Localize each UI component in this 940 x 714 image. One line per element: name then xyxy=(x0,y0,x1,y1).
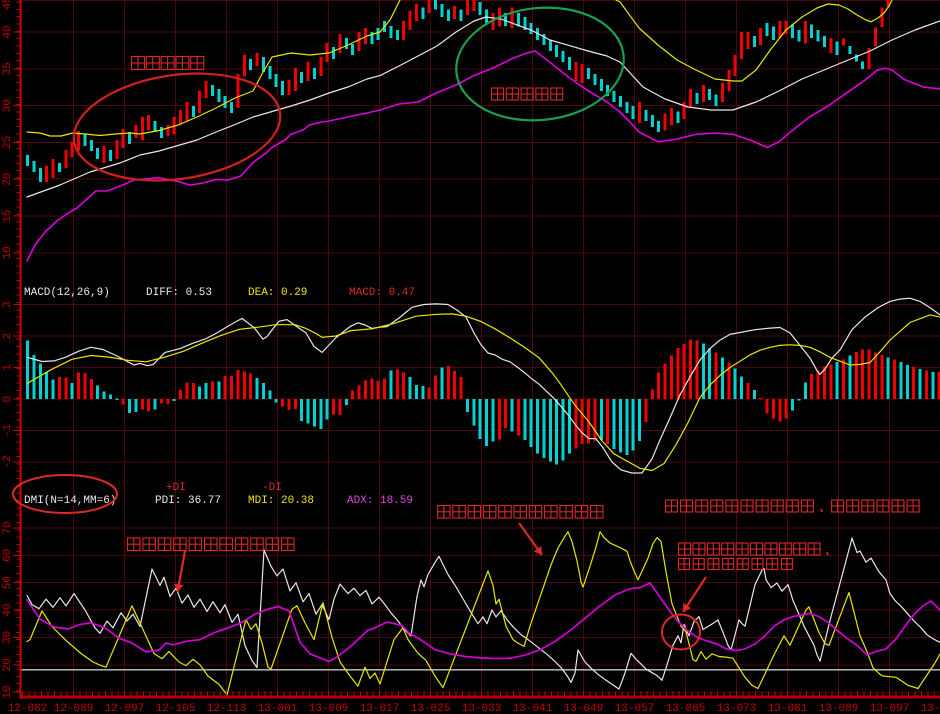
svg-text:13-089: 13-089 xyxy=(819,703,859,714)
svg-text:13-001: 13-001 xyxy=(258,703,298,714)
svg-text:-2: -2 xyxy=(2,455,14,468)
svg-text:12-105: 12-105 xyxy=(156,703,196,714)
svg-text:30: 30 xyxy=(2,631,14,644)
svg-text:13-033: 13-033 xyxy=(462,703,502,714)
svg-text:70: 70 xyxy=(2,521,14,534)
svg-text:13-065: 13-065 xyxy=(666,703,706,714)
svg-text:12-089: 12-089 xyxy=(54,703,94,714)
svg-text:MDI: 20.38: MDI: 20.38 xyxy=(248,495,314,507)
svg-text:PDI: 36.77: PDI: 36.77 xyxy=(155,495,221,507)
svg-text:13-009: 13-009 xyxy=(309,703,349,714)
svg-text:DMI(N=14,MM=6): DMI(N=14,MM=6) xyxy=(24,495,116,507)
svg-text:13-049: 13-049 xyxy=(564,703,604,714)
svg-text:40: 40 xyxy=(2,25,14,38)
svg-text:MACD(12,26,9): MACD(12,26,9) xyxy=(24,287,110,299)
svg-text:40: 40 xyxy=(2,603,14,616)
svg-text:12-113: 12-113 xyxy=(207,703,247,714)
svg-text:ADX: 18.59: ADX: 18.59 xyxy=(347,495,413,507)
svg-text:13-017: 13-017 xyxy=(360,703,400,714)
svg-text:20: 20 xyxy=(2,658,14,671)
svg-text:3: 3 xyxy=(2,301,14,308)
svg-text:13-057: 13-057 xyxy=(615,703,655,714)
svg-text:DEA: 0.29: DEA: 0.29 xyxy=(248,287,307,299)
svg-text:+DI: +DI xyxy=(166,482,186,494)
svg-text:-DI: -DI xyxy=(262,482,282,494)
svg-text:2: 2 xyxy=(2,333,14,340)
svg-text:13-097: 13-097 xyxy=(870,703,910,714)
svg-text:DIFF: 0.53: DIFF: 0.53 xyxy=(146,287,212,299)
svg-text:50: 50 xyxy=(2,576,14,589)
svg-text:30: 30 xyxy=(2,99,14,112)
svg-text:20: 20 xyxy=(2,173,14,186)
svg-text:-1: -1 xyxy=(2,424,14,438)
svg-text:1: 1 xyxy=(2,364,14,371)
svg-text:13-073: 13-073 xyxy=(717,703,757,714)
svg-text:13-105: 13-105 xyxy=(921,703,940,714)
svg-text:60: 60 xyxy=(2,549,14,562)
svg-text:15: 15 xyxy=(2,209,14,222)
svg-text:10: 10 xyxy=(2,685,14,698)
svg-text:13-025: 13-025 xyxy=(411,703,451,714)
svg-text:0: 0 xyxy=(2,396,14,403)
svg-text:13-081: 13-081 xyxy=(768,703,808,714)
svg-text:35: 35 xyxy=(2,62,14,75)
svg-text:25: 25 xyxy=(2,136,14,149)
svg-text:13-041: 13-041 xyxy=(513,703,553,714)
svg-text:12-082: 12-082 xyxy=(8,703,48,714)
svg-text:MACD: 0.47: MACD: 0.47 xyxy=(349,287,415,299)
svg-text:12-097: 12-097 xyxy=(105,703,145,714)
svg-text:45: 45 xyxy=(2,0,14,10)
svg-text:10: 10 xyxy=(2,246,14,259)
